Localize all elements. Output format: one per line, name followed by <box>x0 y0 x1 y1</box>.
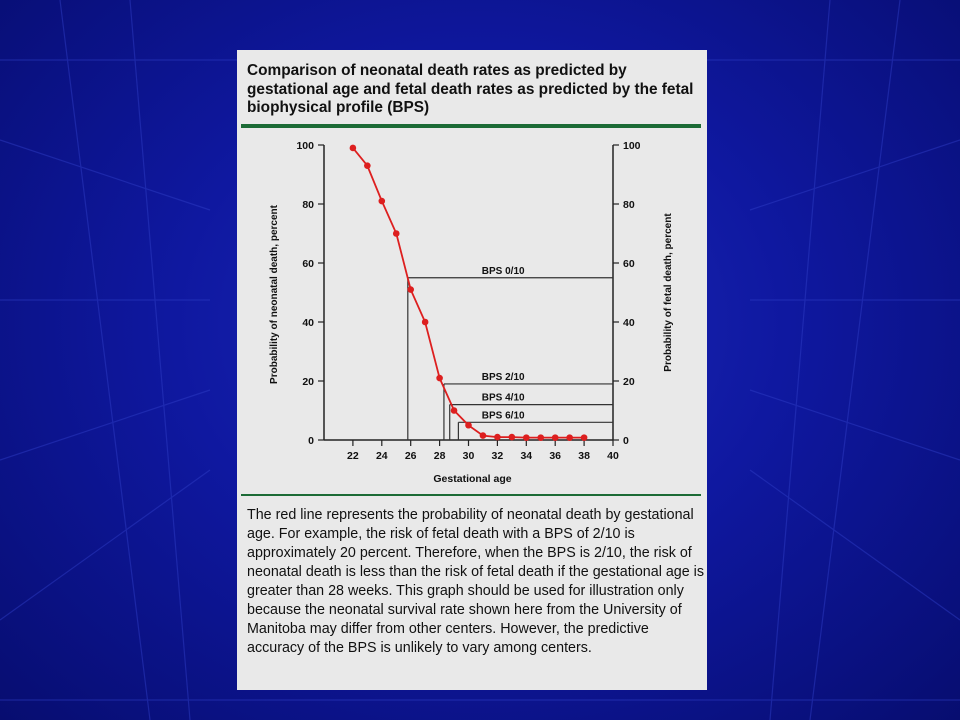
y-tick-label-right: 20 <box>623 376 635 388</box>
y-axis-label-right: Probability of fetal death, percent <box>663 213 674 372</box>
x-tick-label: 24 <box>376 450 388 462</box>
bps-label: BPS 0/10 <box>482 266 525 277</box>
y-tick-label-right: 100 <box>623 140 641 152</box>
y-tick-label-left: 20 <box>302 376 314 388</box>
figure-title: Comparison of neonatal death rates as pr… <box>247 62 694 116</box>
y-tick-label-right: 0 <box>623 435 629 447</box>
y-tick-label-left: 80 <box>302 199 314 211</box>
x-tick-label: 32 <box>492 450 504 462</box>
data-point <box>349 144 357 152</box>
bps-label: BPS 6/10 <box>482 410 525 421</box>
data-point <box>523 434 530 441</box>
data-point <box>436 374 443 382</box>
x-tick-label: 34 <box>520 450 532 462</box>
data-point <box>450 407 458 414</box>
figure-caption: The red line represents the probability … <box>247 507 705 656</box>
data-point <box>551 434 559 441</box>
x-tick-label: 22 <box>347 450 359 462</box>
y-tick-label-left: 40 <box>302 317 314 329</box>
y-tick-label-left: 0 <box>308 435 314 447</box>
data-point <box>508 433 516 441</box>
x-tick-label: 28 <box>434 450 446 462</box>
data-point <box>580 434 588 441</box>
data-point <box>479 432 487 439</box>
x-tick-label: 30 <box>463 450 475 462</box>
title-divider <box>241 124 701 128</box>
y-tick-label-right: 80 <box>623 199 635 211</box>
x-tick-label: 40 <box>607 450 619 462</box>
y-axis-label-left: Probability of neonatal death, percent <box>269 204 280 384</box>
data-point <box>378 197 386 205</box>
data-point <box>494 433 501 441</box>
data-point <box>537 434 545 441</box>
bps-label: BPS 2/10 <box>482 372 525 383</box>
data-point <box>407 286 414 293</box>
data-point <box>566 434 573 441</box>
caption-divider <box>241 494 701 496</box>
x-tick-label: 36 <box>549 450 561 462</box>
y-tick-label-right: 60 <box>623 258 635 270</box>
neonatal-death-line <box>352 147 585 439</box>
data-point <box>392 230 400 237</box>
x-axis-label: Gestational age <box>433 473 511 485</box>
x-tick-label: 26 <box>405 450 417 462</box>
data-point <box>364 162 371 169</box>
bps-label: BPS 4/10 <box>482 393 525 404</box>
y-tick-label-right: 40 <box>623 317 635 329</box>
y-tick-label-left: 60 <box>302 258 314 270</box>
data-point <box>421 318 429 326</box>
line-chart: 0 0 20 20 40 40 60 60 80 80 100 100 22 24 26 28 30 32 34 36… <box>269 140 674 485</box>
x-tick-label: 38 <box>578 450 590 462</box>
y-tick-label-left: 100 <box>296 140 314 152</box>
data-point <box>465 421 472 429</box>
figure-card: Comparison of neonatal death rates as pr… <box>237 50 707 690</box>
